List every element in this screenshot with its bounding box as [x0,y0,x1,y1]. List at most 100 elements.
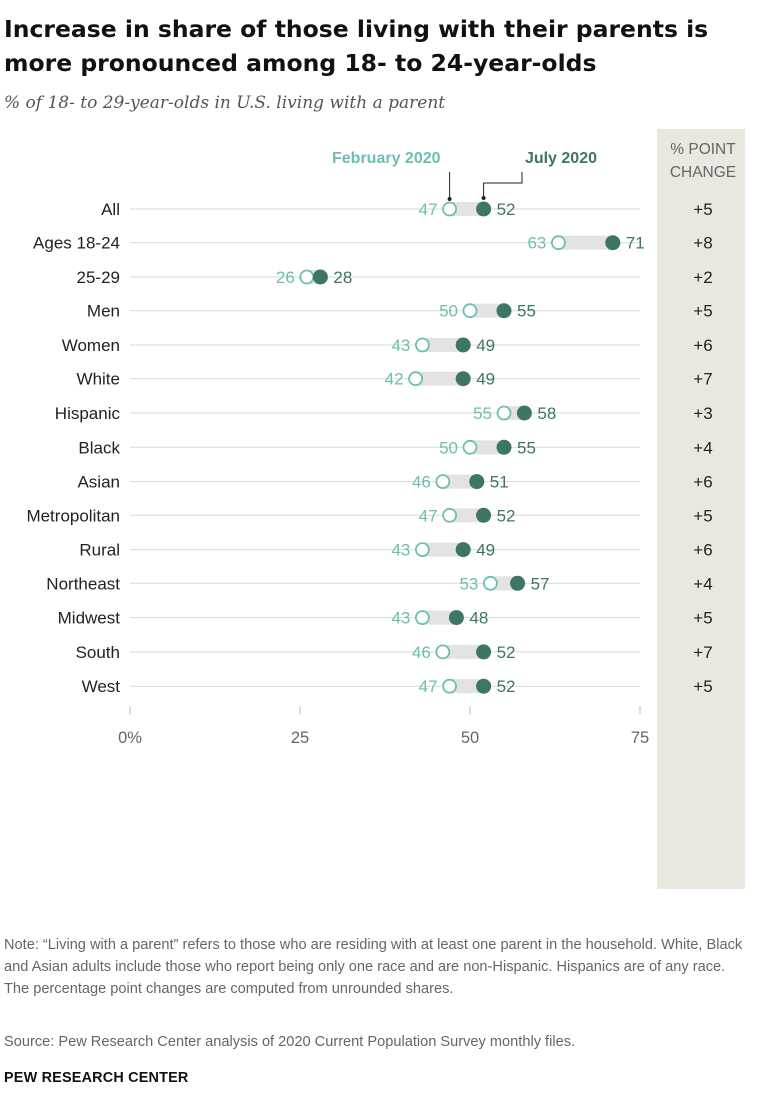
february-dot [299,269,315,285]
legend-leader-dot [447,197,452,201]
february-value-label: 43 [391,609,410,628]
february-dot [414,337,430,353]
range-bar [415,371,464,386]
row-label: All [101,200,120,219]
row-label: Asian [77,473,120,492]
range-bar [558,235,613,250]
dot-plot-chart: % POINT CHANGE All 47 52 +5 Ages 18-24 63 71 +8 25… [26,129,745,889]
row-label: Midwest [58,609,121,628]
change-value: +5 [693,200,712,219]
change-value: +5 [693,609,712,628]
range-bar [470,440,504,455]
february-dot [551,235,566,251]
range-bar [449,202,484,216]
july-value-label: 52 [497,643,516,662]
july-value-label: 52 [497,506,516,525]
change-column-header: % POINT [670,141,736,158]
range-bar [422,338,464,352]
february-dot [435,644,451,660]
july-dot [476,201,492,217]
february-dot [435,474,451,490]
change-value: +7 [693,643,712,662]
row-label: Northeast [46,574,120,593]
july-dot [476,507,492,523]
february-value-label: 43 [391,336,410,355]
row-label: Women [62,336,120,355]
change-value: +5 [693,302,712,321]
row-label: Hispanic [55,404,121,423]
chart-title: Increase in share of those living with t… [4,15,709,77]
range-bar [442,474,477,489]
february-dot [496,405,512,421]
x-tick-label: 50 [461,729,479,747]
change-value: +2 [693,268,712,287]
row-label: 25-29 [77,268,120,287]
july-value-label: 71 [626,234,645,253]
row-label: Men [87,302,120,321]
july-dot [455,542,471,558]
brand-logo-text: PEW RESEARCH CENTER [4,1070,189,1086]
july-value-label: 49 [476,336,495,355]
change-column-background [657,129,745,889]
february-value-label: 42 [385,370,404,389]
row-label: Black [78,438,120,457]
july-dot [510,575,526,591]
change-value: +6 [693,473,712,492]
legend-july: July 2020 [525,150,597,167]
february-value-label: 46 [412,473,431,492]
february-value-label: 50 [439,302,458,321]
february-dot [462,439,478,455]
february-dot [414,542,430,558]
change-value: +5 [693,506,712,525]
legend-leader-july [483,172,523,198]
july-value-label: 58 [537,404,556,423]
change-value: +4 [693,438,712,457]
x-tick-label: 25 [291,729,309,747]
july-value-label: 57 [531,574,550,593]
change-value: +3 [693,404,712,423]
range-bar [490,576,518,591]
february-value-label: 53 [459,574,478,593]
july-dot [455,371,471,387]
chart-subtitle: % of 18- to 29-year-olds in U.S. living … [4,93,446,113]
row-label: South [76,643,120,662]
february-value-label: 47 [419,506,438,525]
july-value-label: 49 [476,541,495,560]
range-bar [470,303,504,318]
february-value-label: 46 [412,643,431,662]
july-value-label: 52 [497,200,516,219]
x-tick-label: 0% [118,729,142,747]
range-bar [422,610,457,625]
february-value-label: 47 [419,200,438,219]
change-column-header: CHANGE [670,164,736,181]
july-dot [496,303,512,319]
july-dot [448,610,464,626]
february-dot [414,610,430,626]
july-value-label: 28 [333,268,352,287]
july-dot [516,405,532,421]
february-dot [462,303,478,319]
july-dot [605,235,621,251]
july-value-label: 55 [517,302,536,321]
change-value: +7 [693,370,712,389]
range-bar [449,679,484,694]
change-value: +6 [693,336,712,355]
row-label: West [82,677,121,696]
february-value-label: 63 [527,234,546,253]
july-dot [312,269,328,285]
february-dot [442,201,458,217]
july-value-label: 51 [490,473,509,492]
july-value-label: 52 [497,677,516,696]
july-dot [469,474,485,490]
row-label: Ages 18-24 [33,234,120,253]
july-dot [476,678,492,694]
february-value-label: 43 [391,541,410,560]
range-bar [422,542,464,557]
july-value-label: 48 [469,609,488,628]
february-value-label: 26 [276,268,295,287]
change-value: +8 [693,234,712,253]
february-dot [482,575,498,591]
x-tick-label: 75 [631,729,649,747]
change-value: +5 [693,677,712,696]
chart-source: Source: Pew Research Center analysis of … [4,1034,576,1050]
